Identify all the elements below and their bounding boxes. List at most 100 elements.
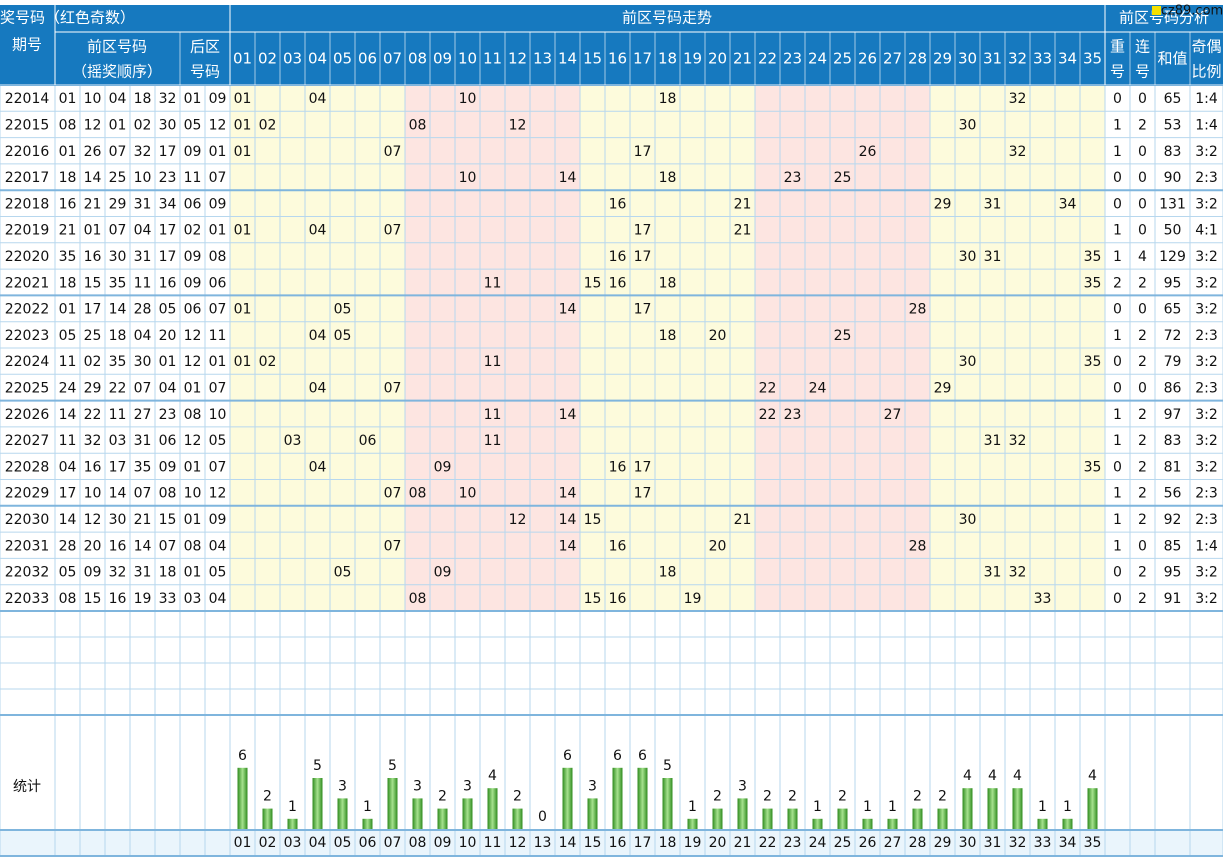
trend-number: 31 <box>984 433 1002 449</box>
number-header: 16 <box>608 50 627 68</box>
logo-icon <box>1152 6 1161 15</box>
trend-number: 14 <box>559 538 577 554</box>
front-number: 12 <box>84 512 102 528</box>
front-number: 31 <box>134 196 152 212</box>
count-bar <box>612 767 623 829</box>
back-number: 07 <box>209 302 227 318</box>
number-header: 07 <box>383 50 402 68</box>
issue: 22025 <box>5 380 50 396</box>
front-number: 18 <box>59 170 77 186</box>
trend-number: 30 <box>959 117 977 133</box>
sum: 131 <box>1159 196 1186 212</box>
bottom-number: 33 <box>1034 835 1052 851</box>
sum: 83 <box>1164 144 1182 160</box>
front-number: 30 <box>109 512 127 528</box>
back-number: 12 <box>184 433 202 449</box>
count-label: 3 <box>588 778 597 794</box>
count-label: 5 <box>313 758 322 774</box>
ratio: 3:2 <box>1195 144 1218 160</box>
front-number: 07 <box>109 223 127 239</box>
count-label: 4 <box>1088 768 1097 784</box>
back-number: 07 <box>209 380 227 396</box>
front-number: 01 <box>159 354 177 370</box>
trend-number: 11 <box>484 433 502 449</box>
count-bar <box>412 798 423 829</box>
back-number: 12 <box>209 486 227 502</box>
front-number: 11 <box>134 275 152 291</box>
trend-number: 24 <box>809 380 827 396</box>
count-bar <box>762 808 773 829</box>
back-number: 01 <box>184 565 202 581</box>
header-bg <box>0 5 1223 85</box>
trend-number: 05 <box>334 565 352 581</box>
front-number: 18 <box>134 91 152 107</box>
bottom-number: 11 <box>484 835 502 851</box>
back-number: 11 <box>184 170 202 186</box>
trend-number: 35 <box>1084 459 1102 475</box>
front-number: 01 <box>59 302 77 318</box>
back-number: 09 <box>184 249 202 265</box>
count-bar <box>862 818 873 829</box>
back-number: 07 <box>209 170 227 186</box>
count-label: 2 <box>913 789 922 805</box>
trend-number: 32 <box>1009 144 1027 160</box>
consec: 2 <box>1138 459 1147 475</box>
ratio: 2:3 <box>1195 170 1218 186</box>
issue: 22021 <box>5 275 50 291</box>
count-bar <box>962 788 973 829</box>
count-label: 1 <box>813 799 822 815</box>
bottom-number: 05 <box>334 835 352 851</box>
consec: 4 <box>1138 249 1147 265</box>
trend-number: 04 <box>309 380 327 396</box>
logo: cz89.com <box>1161 4 1223 19</box>
front-number: 31 <box>134 249 152 265</box>
front-number: 14 <box>59 407 77 423</box>
back-number: 01 <box>209 223 227 239</box>
front-number: 22 <box>109 380 127 396</box>
bottom-number: 03 <box>284 835 302 851</box>
count-bar <box>637 767 648 829</box>
consec: 2 <box>1138 407 1147 423</box>
consec: 0 <box>1138 170 1147 186</box>
number-header: 31 <box>983 50 1002 68</box>
front-number: 09 <box>84 565 102 581</box>
trend-number: 31 <box>984 565 1002 581</box>
back-number: 11 <box>209 328 227 344</box>
trend-number: 01 <box>234 302 252 318</box>
back-number: 12 <box>184 354 202 370</box>
bottom-number: 32 <box>1009 835 1027 851</box>
trend-number: 16 <box>609 538 627 554</box>
trend-number: 16 <box>609 591 627 607</box>
count-bar <box>562 767 573 829</box>
trend-number: 23 <box>784 407 802 423</box>
front-number: 35 <box>109 354 127 370</box>
trend-number: 01 <box>234 144 252 160</box>
number-header: 29 <box>933 50 952 68</box>
back-number: 06 <box>209 275 227 291</box>
count-bar <box>737 798 748 829</box>
back-number: 07 <box>209 459 227 475</box>
bottom-number: 09 <box>434 835 452 851</box>
ratio: 2:3 <box>1195 486 1218 502</box>
front-number: 35 <box>59 249 77 265</box>
back-number: 05 <box>184 117 202 133</box>
front-number: 21 <box>134 512 152 528</box>
front-number: 02 <box>84 354 102 370</box>
issue: 22022 <box>5 302 50 318</box>
bottom-number: 27 <box>884 835 902 851</box>
trend-number: 12 <box>509 512 527 528</box>
repeat: 1 <box>1113 249 1122 265</box>
count-bar <box>487 788 498 829</box>
consec: 0 <box>1138 91 1147 107</box>
consec: 2 <box>1138 486 1147 502</box>
bottom-number: 35 <box>1084 835 1102 851</box>
issue: 22031 <box>5 538 50 554</box>
front-sub: （摇奖顺序） <box>72 63 162 81</box>
front-number: 29 <box>84 380 102 396</box>
repeat: 0 <box>1113 380 1122 396</box>
trend-number: 01 <box>234 354 252 370</box>
back-title: 后区 <box>190 38 220 56</box>
sum: 53 <box>1164 117 1182 133</box>
count-label: 5 <box>663 758 672 774</box>
issue: 22028 <box>5 459 50 475</box>
